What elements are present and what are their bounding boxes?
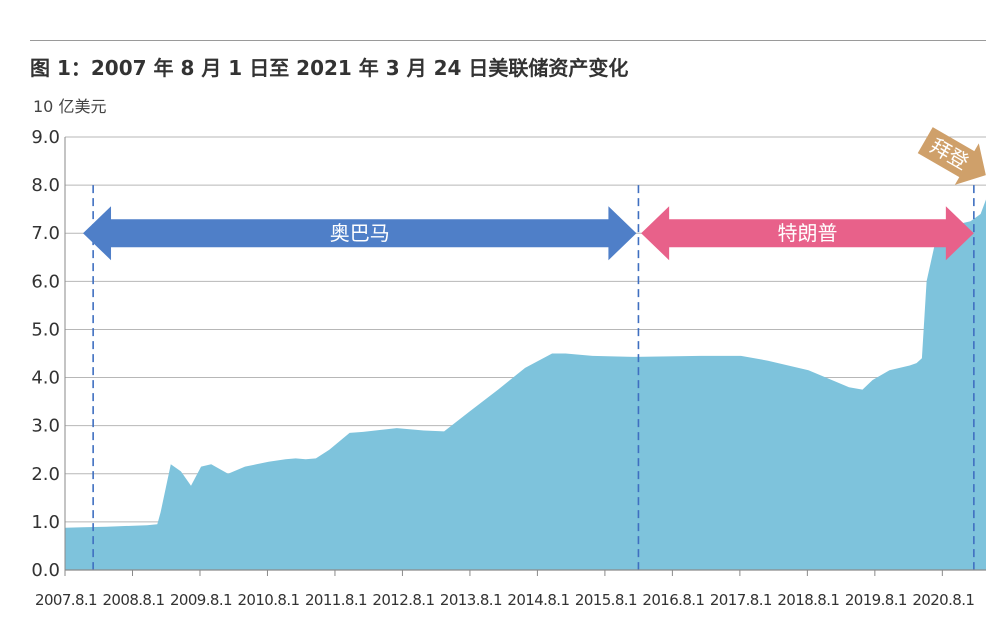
y-tick-label: 7.0	[31, 223, 60, 244]
x-tick-label: 2013.8.1	[440, 591, 502, 609]
biden-arrow	[917, 127, 986, 185]
x-tick-label: 2011.8.1	[305, 591, 367, 609]
y-tick-label: 2.0	[31, 464, 60, 485]
y-tick-labels: 0.0 1.0 2.0 3.0 4.0 5.0 6.0 7.0 8.0 9.0	[31, 127, 60, 581]
y-tick-label: 4.0	[31, 368, 60, 389]
y-tick-label: 8.0	[31, 175, 60, 196]
x-tick-label: 2010.8.1	[237, 591, 299, 609]
title-rule	[30, 40, 986, 41]
y-tick-label: 6.0	[31, 271, 60, 292]
x-tick-label: 2008.8.1	[102, 591, 164, 609]
x-tick-label: 2016.8.1	[642, 591, 704, 609]
biden-tag: 拜登	[917, 127, 986, 185]
term-label: 奥巴马	[330, 221, 390, 245]
x-tick-labels: 2007.8.1 2008.8.1 2009.8.1 2010.8.1 2011.8.1…	[35, 570, 975, 609]
x-tick-label: 2007.8.1	[35, 591, 97, 609]
chart-title: 图 1：2007 年 8 月 1 日至 2021 年 3 月 24 日美联储资产…	[30, 56, 629, 80]
y-tick-label: 1.0	[31, 512, 60, 533]
y-tick-label: 0.0	[31, 560, 60, 581]
fed-assets-area	[65, 199, 986, 570]
x-tick-label: 2012.8.1	[372, 591, 434, 609]
x-tick-label: 2015.8.1	[575, 591, 637, 609]
y-tick-label: 3.0	[31, 416, 60, 437]
area-layer	[65, 199, 986, 570]
y-tick-label: 9.0	[31, 127, 60, 148]
x-tick-label: 2009.8.1	[170, 591, 232, 609]
term-arrow	[83, 206, 637, 261]
x-tick-label: 2017.8.1	[710, 591, 772, 609]
y-axis-unit: 10 亿美元	[33, 97, 107, 116]
president-bands: 奥巴马 特朗普 拜登	[83, 127, 986, 261]
axes	[64, 137, 986, 571]
term-arrow	[641, 206, 974, 261]
y-tick-label: 5.0	[31, 319, 60, 340]
x-tick-label: 2014.8.1	[507, 591, 569, 609]
x-tick-label: 2018.8.1	[777, 591, 839, 609]
term-label: 特朗普	[777, 221, 837, 245]
x-tick-label: 2020.8.1	[912, 591, 974, 609]
x-tick-label: 2019.8.1	[845, 591, 907, 609]
